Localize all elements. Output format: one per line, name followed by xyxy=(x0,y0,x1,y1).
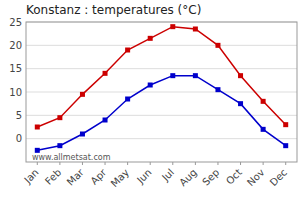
point xyxy=(215,87,220,92)
x-tick-label: Apr xyxy=(88,166,109,187)
x-tick-label: Jul xyxy=(159,167,176,184)
x-tick-label: Feb xyxy=(43,167,63,187)
point xyxy=(148,36,153,41)
x-tick-label: Jan xyxy=(21,167,40,186)
x-tick xyxy=(285,162,286,165)
point xyxy=(125,97,130,102)
x-tick xyxy=(59,162,60,165)
x-tick xyxy=(263,162,264,165)
point xyxy=(170,73,175,78)
x-tick xyxy=(217,162,218,165)
y-tick-label: 25 xyxy=(9,17,22,28)
x-tick-label: Nov xyxy=(245,167,267,189)
point xyxy=(261,127,266,132)
point xyxy=(80,132,85,137)
x-tick xyxy=(150,162,151,165)
point xyxy=(238,101,243,106)
point xyxy=(261,99,266,104)
point xyxy=(103,118,108,123)
grid-line xyxy=(26,45,297,46)
x-tick-label: Aug xyxy=(177,167,199,189)
line xyxy=(37,76,285,151)
point xyxy=(193,73,198,78)
grid-line xyxy=(26,115,297,116)
y-tick-label: 0 xyxy=(16,133,22,144)
point xyxy=(35,125,40,130)
point xyxy=(148,83,153,88)
point xyxy=(238,73,243,78)
x-tick xyxy=(105,162,106,165)
watermark: www.allmetsat.com xyxy=(32,153,111,162)
point xyxy=(80,92,85,97)
point xyxy=(193,27,198,32)
x-tick xyxy=(127,162,128,165)
x-tick xyxy=(37,162,38,165)
point xyxy=(283,143,288,148)
x-tick xyxy=(195,162,196,165)
x-tick-label: Sep xyxy=(200,167,221,188)
chart: Konstanz : temperatures (°C) 0 5 10 15 20 25 Ja… xyxy=(0,0,305,200)
grid-line xyxy=(26,68,297,69)
x-tick xyxy=(240,162,241,165)
x-tick-label: Dec xyxy=(268,167,289,188)
title: Konstanz : temperatures (°C) xyxy=(26,3,201,17)
grid-line xyxy=(26,92,297,93)
point xyxy=(125,48,130,53)
x-tick-label: May xyxy=(109,167,131,189)
plot-area xyxy=(35,24,288,153)
point xyxy=(283,122,288,127)
grid-line xyxy=(26,138,297,139)
point xyxy=(215,43,220,48)
x-tick-label: Jun xyxy=(134,167,154,187)
plot-frame xyxy=(26,22,297,162)
point xyxy=(57,143,62,148)
y-tick-label: 5 xyxy=(16,110,22,121)
y-tick-label: 20 xyxy=(9,40,22,51)
x-tick-label: Mar xyxy=(65,166,87,188)
y-tick-label: 10 xyxy=(9,87,22,98)
point xyxy=(103,71,108,76)
x-tick xyxy=(172,162,173,165)
x-tick-label: Oct xyxy=(224,167,244,187)
point xyxy=(57,115,62,120)
point xyxy=(170,24,175,29)
x-tick xyxy=(82,162,83,165)
y-tick-label: 15 xyxy=(9,63,22,74)
